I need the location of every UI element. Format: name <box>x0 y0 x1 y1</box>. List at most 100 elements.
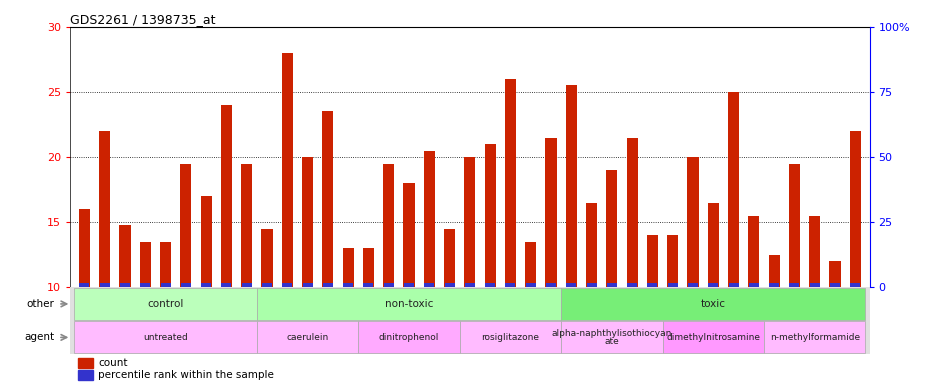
Bar <box>565 283 576 286</box>
Bar <box>363 283 373 286</box>
FancyBboxPatch shape <box>662 321 763 353</box>
Bar <box>302 283 313 286</box>
Bar <box>464 157 475 287</box>
Bar <box>485 283 495 286</box>
Text: GDS2261 / 1398735_at: GDS2261 / 1398735_at <box>70 13 215 26</box>
Text: dimethylnitrosamine: dimethylnitrosamine <box>665 333 759 342</box>
FancyBboxPatch shape <box>256 321 358 353</box>
Bar <box>70 321 869 354</box>
FancyBboxPatch shape <box>358 321 460 353</box>
Bar <box>181 283 191 286</box>
Text: percentile rank within the sample: percentile rank within the sample <box>98 370 274 380</box>
Bar <box>748 215 759 287</box>
Bar <box>160 242 171 287</box>
Text: non-toxic: non-toxic <box>385 299 432 309</box>
Text: rosiglitazone: rosiglitazone <box>481 333 539 342</box>
Bar <box>524 242 535 287</box>
Bar <box>241 283 252 286</box>
Bar <box>99 131 110 287</box>
Bar <box>444 283 454 286</box>
FancyBboxPatch shape <box>460 321 561 353</box>
Bar <box>362 248 373 287</box>
Bar <box>667 283 677 286</box>
Bar <box>768 255 779 287</box>
Bar <box>586 283 596 286</box>
Bar <box>728 283 738 286</box>
Bar <box>666 235 678 287</box>
Text: agent: agent <box>24 333 54 343</box>
Bar <box>343 283 353 286</box>
Bar <box>829 283 840 286</box>
Bar <box>282 53 293 287</box>
Bar <box>384 283 393 286</box>
Bar <box>261 228 272 287</box>
Bar <box>708 283 718 286</box>
Text: untreated: untreated <box>143 333 188 342</box>
Bar <box>546 283 555 286</box>
FancyBboxPatch shape <box>561 321 662 353</box>
FancyBboxPatch shape <box>763 321 865 353</box>
Bar <box>423 151 434 287</box>
Bar <box>403 283 414 286</box>
Bar <box>282 283 292 286</box>
Bar <box>383 164 394 287</box>
Bar <box>343 248 354 287</box>
Bar <box>707 203 718 287</box>
FancyBboxPatch shape <box>74 288 256 320</box>
Text: control: control <box>147 299 183 309</box>
Bar <box>120 283 130 286</box>
Text: n-methylformamide: n-methylformamide <box>768 333 859 342</box>
Bar <box>139 242 151 287</box>
Bar <box>505 283 515 286</box>
Bar <box>120 225 130 287</box>
FancyBboxPatch shape <box>561 288 865 320</box>
Bar <box>80 283 90 286</box>
Bar <box>221 105 232 287</box>
Bar <box>606 170 617 287</box>
Bar <box>201 283 211 286</box>
Bar <box>262 283 271 286</box>
FancyBboxPatch shape <box>79 370 93 380</box>
Text: alpha-naphthylisothiocyan
ate: alpha-naphthylisothiocyan ate <box>551 329 671 346</box>
Text: count: count <box>98 358 127 368</box>
Bar <box>424 283 434 286</box>
Bar <box>444 228 455 287</box>
Bar <box>221 283 231 286</box>
Text: toxic: toxic <box>700 299 725 309</box>
Bar <box>140 283 150 286</box>
Bar <box>788 164 799 287</box>
Bar <box>585 203 596 287</box>
Text: other: other <box>26 299 54 309</box>
Bar <box>647 283 657 286</box>
FancyBboxPatch shape <box>74 321 256 353</box>
Bar <box>323 283 332 286</box>
Text: caerulein: caerulein <box>286 333 329 342</box>
Bar <box>545 137 556 287</box>
Bar <box>809 283 819 286</box>
Bar <box>180 164 191 287</box>
Bar <box>505 79 516 287</box>
Bar <box>849 131 860 287</box>
Text: dinitrophenol: dinitrophenol <box>378 333 439 342</box>
Bar <box>646 235 657 287</box>
Bar <box>525 283 535 286</box>
Bar <box>322 111 333 287</box>
Bar <box>607 283 616 286</box>
Bar <box>687 157 698 287</box>
Bar <box>828 261 840 287</box>
Bar <box>403 183 415 287</box>
Bar <box>849 283 859 286</box>
Bar <box>99 283 110 286</box>
Bar <box>727 92 739 287</box>
Bar <box>79 209 90 287</box>
Bar <box>789 283 798 286</box>
FancyBboxPatch shape <box>256 288 561 320</box>
Bar <box>241 164 252 287</box>
Bar <box>626 283 636 286</box>
Bar <box>200 196 212 287</box>
Bar <box>565 86 577 287</box>
Bar <box>70 287 869 321</box>
Bar <box>748 283 758 286</box>
Bar <box>160 283 170 286</box>
FancyBboxPatch shape <box>79 358 93 368</box>
